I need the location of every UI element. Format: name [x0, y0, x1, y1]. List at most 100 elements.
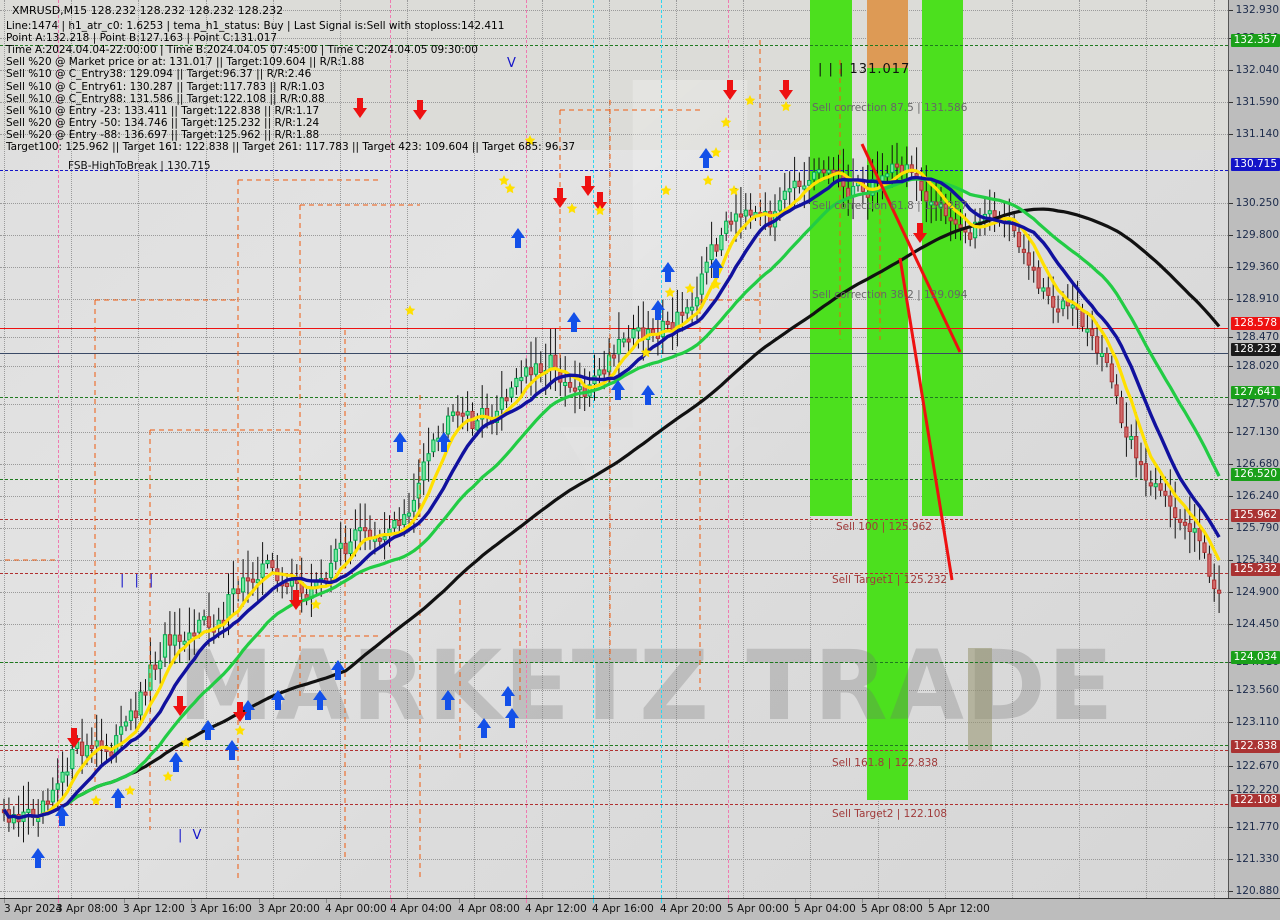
vline-pink-4 — [728, 0, 729, 898]
price-tick — [1229, 790, 1233, 791]
annotation-2: Sell correction 61.8 | 130.287 — [812, 200, 968, 212]
price-tick — [1229, 464, 1233, 465]
price-label-0: 132.930 — [1235, 4, 1279, 16]
level-122838-red — [0, 750, 1228, 751]
watermark-text: MARKETZ TRADE — [178, 630, 1116, 742]
price-marker-122-108[interactable]: 122.108 — [1230, 794, 1280, 807]
header-line-7: Sell %10 @ Entry -23: 133.411 || Target:… — [6, 104, 320, 117]
price-marker-130-715[interactable]: 130.715 — [1230, 158, 1280, 171]
annotation-7: Sell Target2 | 122.108 — [832, 808, 948, 820]
fsb-high-to-break-label: FSB-HighToBreak | 130.715 — [68, 160, 211, 172]
time-label-0: 3 Apr 2024 — [4, 903, 63, 915]
gridline-h-26 — [0, 891, 1228, 892]
time-label-10: 4 Apr 20:00 — [660, 903, 722, 915]
gridline-h-20 — [0, 690, 1228, 691]
time-tick — [661, 899, 662, 903]
gridline-v — [206, 0, 207, 898]
price-tick — [1229, 299, 1233, 300]
price-tick — [1229, 432, 1233, 433]
price-tick — [1229, 102, 1233, 103]
gridline-h-1 — [0, 38, 1228, 39]
gridline-v — [609, 0, 610, 898]
price-marker-127-641[interactable]: 127.641 — [1230, 386, 1280, 399]
level-128578-red — [0, 328, 1228, 329]
gridline-v — [542, 0, 543, 898]
chart-plot-area[interactable]: MARKETZ TRADE XMRUSD,M15 128.232 128.232… — [0, 0, 1228, 898]
header-line-3: Sell %20 @ Market price or at: 131.017 |… — [6, 56, 365, 69]
price-marker-125-232[interactable]: 125.232 — [1230, 563, 1280, 576]
gridline-v — [340, 0, 341, 898]
price-marker-128-578[interactable]: 128.578 — [1230, 317, 1280, 330]
price-label-8: 128.910 — [1235, 293, 1279, 305]
gridline-v — [474, 0, 475, 898]
time-tick — [593, 899, 594, 903]
gridline-h-12 — [0, 432, 1228, 433]
vline-pink-3 — [526, 0, 527, 898]
price-marker-125-962[interactable]: 125.962 — [1230, 509, 1280, 522]
gridline-h-16 — [0, 560, 1228, 561]
price-marker-128-232[interactable]: 128.232 — [1230, 343, 1280, 356]
gridline-h-15 — [0, 528, 1228, 529]
time-label-8: 4 Apr 12:00 — [525, 903, 587, 915]
gridline-v — [407, 0, 408, 898]
time-tick — [929, 899, 930, 903]
price-marker-126-520[interactable]: 126.520 — [1230, 468, 1280, 481]
price-label-7: 129.360 — [1235, 261, 1279, 273]
time-label-11: 5 Apr 00:00 — [727, 903, 789, 915]
time-label-4: 3 Apr 20:00 — [258, 903, 320, 915]
price-tick — [1229, 70, 1233, 71]
gridline-v — [138, 0, 139, 898]
gridline-v — [4, 0, 5, 898]
price-label-11: 127.570 — [1235, 398, 1279, 410]
header-line-8: Sell %20 @ Entry -50: 134.746 || Target:… — [6, 116, 320, 129]
price-axis[interactable]: 132.930132.480132.040131.590131.140130.2… — [1228, 0, 1280, 898]
level-125232-red — [0, 573, 1228, 574]
annotation-10: | V — [178, 828, 205, 843]
price-label-15: 125.790 — [1235, 522, 1279, 534]
price-marker-124-034[interactable]: 124.034 — [1230, 651, 1280, 664]
time-label-3: 3 Apr 16:00 — [190, 903, 252, 915]
price-marker-132-357[interactable]: 132.357 — [1230, 34, 1280, 47]
level-127641-green — [0, 397, 1228, 398]
price-marker-122-838[interactable]: 122.838 — [1230, 740, 1280, 753]
price-tick — [1229, 134, 1233, 135]
time-label-7: 4 Apr 08:00 — [458, 903, 520, 915]
time-axis[interactable]: 3 Apr 2024 3 Apr 08:00 3 Apr 12:00 3 Apr 16… — [0, 898, 1280, 920]
time-label-9: 4 Apr 16:00 — [592, 903, 654, 915]
vline-pink-1 — [58, 0, 59, 898]
candlestick-layer — [1, 40, 1222, 880]
watermark-bar — [968, 648, 992, 750]
annotation-6: Sell 161.8 | 122.838 — [832, 757, 938, 769]
price-label-18: 124.450 — [1235, 618, 1279, 630]
annotation-5: Sell Target1 | 125.232 — [832, 574, 948, 586]
price-label-22: 122.670 — [1235, 760, 1279, 772]
gridline-h-5 — [0, 203, 1228, 204]
price-tick — [1229, 337, 1233, 338]
gridline-v — [743, 0, 744, 898]
header-line-6: Sell %10 @ C_Entry88: 131.586 || Target:… — [6, 92, 325, 105]
price-tick — [1229, 235, 1233, 236]
price-label-10: 128.020 — [1235, 360, 1279, 372]
annotation-4: Sell 100 | 125.962 — [836, 521, 932, 533]
header-info-band — [0, 0, 1228, 150]
time-tick — [526, 899, 527, 903]
gridline-h-25 — [0, 859, 1228, 860]
level-124034-green — [0, 662, 1228, 663]
price-tick — [1229, 859, 1233, 860]
price-tick — [1229, 267, 1233, 268]
price-tick — [1229, 624, 1233, 625]
annotation-0: | | | 131.017 — [818, 62, 911, 77]
header-line-4: Sell %10 @ C_Entry38: 129.094 || Target:… — [6, 68, 312, 81]
time-tick — [124, 899, 125, 903]
time-tick — [862, 899, 863, 903]
header-line-1: Point A:132.218 | Point B:127.163 | Poin… — [6, 32, 278, 45]
annotation-3: Sell correction 38.2 | 129.094 — [812, 289, 968, 301]
header-line-5: Sell %10 @ C_Entry61: 130.287 || Target:… — [6, 80, 325, 93]
price-tick — [1229, 891, 1233, 892]
time-tick — [4, 899, 5, 903]
price-label-21: 123.110 — [1235, 716, 1279, 728]
header-line-2: Time A:2024.04.04-22:00:00 | Time B:2024… — [6, 44, 478, 57]
gridline-h-22 — [0, 766, 1228, 767]
annotation-9: V — [507, 56, 519, 71]
